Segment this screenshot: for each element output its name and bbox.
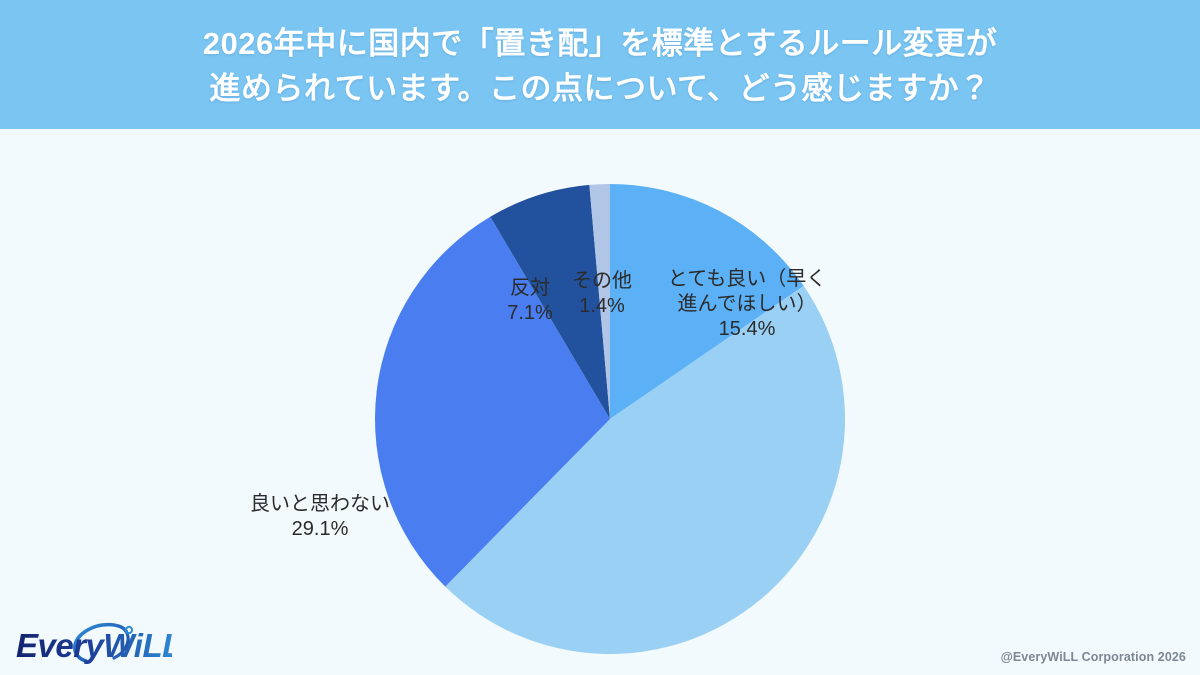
pie-slice-3 [490,184,610,419]
pie-chart-area: とても良い（早く 進んでほしい） 15.4% 良いと思う 46.9% 良いと思わ… [0,129,1200,675]
slice-label-not-good-text: 良いと思わない [250,493,390,515]
logo-orbit-dot-icon [124,625,134,635]
slice-label-oppose-text: 反対 [510,277,550,299]
slice-label-very-good: とても良い（早く 進んでほしい） 15.4% [652,267,842,343]
slice-label-very-good-line2: 進んでほしい） [677,293,817,316]
pie-slice-1 [445,285,846,655]
logo-wordmark: EveryWiLL [16,627,172,664]
everywill-logo: EveryWiLL [14,617,172,669]
slice-label-not-good: 良いと思わない 29.1% [228,492,412,542]
slice-value-not-good: 29.1% [291,518,349,541]
logo-swoosh-icon [72,622,128,663]
header-title-line-1: 2026年中に国内で「置き配」を標準とするルール変更が [202,26,998,62]
slice-label-other-text: その他 [572,270,632,292]
header-title-line-2: 進められています。この点について、どう感じますか？ [209,70,991,106]
pie-slice-2 [374,216,610,587]
pie-slice-group [374,184,846,655]
pie-slice-4 [589,184,610,419]
slice-value-other: 1.4% [579,295,625,318]
slice-label-oppose: 反対 7.1% [484,276,576,326]
pie-chart [374,184,846,655]
header-band: 2026年中に国内で「置き配」を標準とするルール変更が 進められています。この点… [0,0,1200,129]
copyright-text: @EveryWiLL Corporation 2026 [1000,650,1186,664]
slice-label-other: その他 1.4% [553,269,651,319]
pie-slice-0 [610,184,804,419]
slice-label-very-good-line1: とても良い（早く [667,268,827,290]
slice-value-oppose: 7.1% [507,302,553,325]
everywill-logo-mark: EveryWiLL [16,622,172,664]
slice-value-very-good: 15.4% [718,318,776,341]
